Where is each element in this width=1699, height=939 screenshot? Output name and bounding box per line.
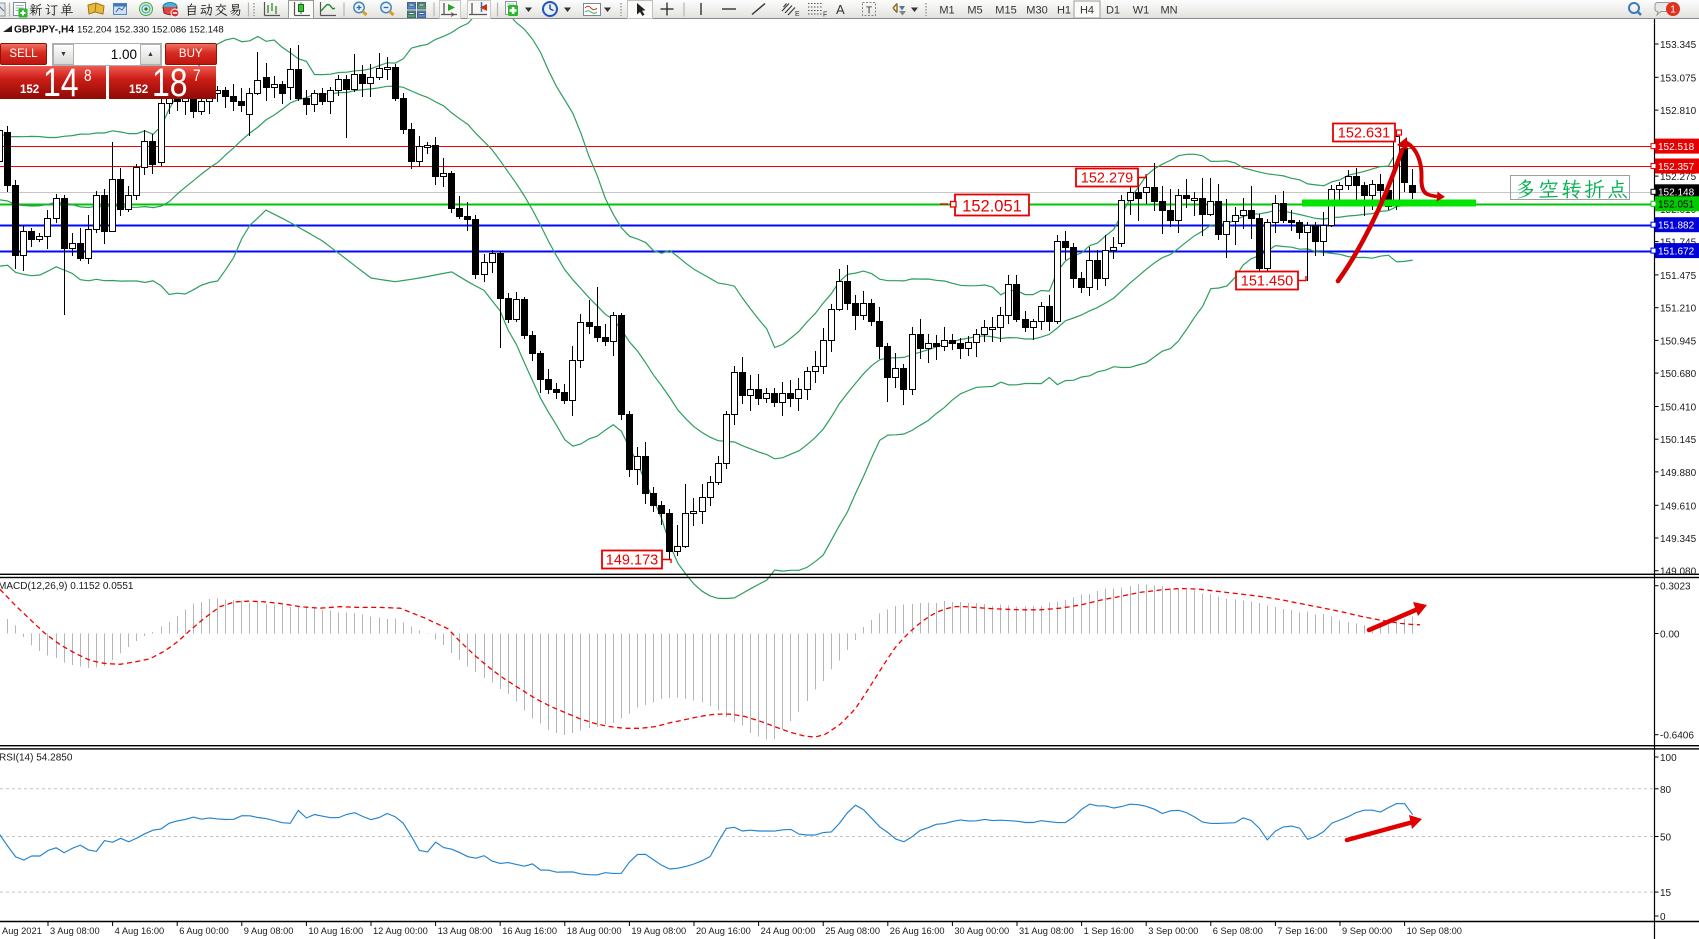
svg-text:0.3023: 0.3023: [1660, 582, 1691, 593]
svg-text:W1: W1: [1133, 5, 1150, 17]
svg-text:153.075: 153.075: [1660, 73, 1697, 84]
svg-text:15: 15: [1660, 888, 1672, 899]
svg-text:18 Aug 00:00: 18 Aug 00:00: [567, 926, 622, 936]
svg-text:151.672: 151.672: [1658, 246, 1695, 257]
svg-text:153.345: 153.345: [1660, 40, 1697, 51]
svg-text:MACD(12,26,9) 0.1152 0.0551: MACD(12,26,9) 0.1152 0.0551: [0, 581, 134, 592]
svg-text:152.518: 152.518: [1658, 142, 1695, 153]
svg-text:149.080: 149.080: [1660, 567, 1697, 578]
svg-text:M5: M5: [967, 5, 982, 17]
svg-text:31 Aug 08:00: 31 Aug 08:00: [1019, 926, 1074, 936]
svg-text:24 Aug 00:00: 24 Aug 00:00: [761, 926, 816, 936]
svg-text:150.680: 150.680: [1660, 369, 1697, 380]
svg-text:152.148: 152.148: [1658, 188, 1695, 199]
svg-text:E: E: [795, 11, 800, 18]
svg-text:4 Aug 16:00: 4 Aug 16:00: [115, 926, 165, 936]
svg-text:152.357: 152.357: [1658, 162, 1695, 173]
svg-text:149.610: 149.610: [1660, 501, 1697, 512]
svg-text:3 Aug 08:00: 3 Aug 08:00: [50, 926, 100, 936]
svg-text:152.275: 152.275: [1660, 172, 1697, 183]
svg-text:16 Aug 16:00: 16 Aug 16:00: [502, 926, 557, 936]
svg-text:3 Sep 00:00: 3 Sep 00:00: [1148, 926, 1198, 936]
svg-text:H1: H1: [1057, 5, 1071, 17]
svg-text:M15: M15: [995, 5, 1016, 17]
svg-text:149.345: 149.345: [1660, 534, 1697, 545]
svg-text:13 Aug 08:00: 13 Aug 08:00: [438, 926, 493, 936]
svg-text:6 Aug 00:00: 6 Aug 00:00: [179, 926, 229, 936]
svg-text:-0.6406: -0.6406: [1660, 731, 1694, 742]
svg-text:19 Aug 08:00: 19 Aug 08:00: [631, 926, 686, 936]
svg-text:7 Sep 16:00: 7 Sep 16:00: [1277, 926, 1327, 936]
svg-text:25 Aug 08:00: 25 Aug 08:00: [825, 926, 880, 936]
svg-text:9 Sep 00:00: 9 Sep 00:00: [1342, 926, 1392, 936]
svg-text:M1: M1: [939, 5, 954, 17]
svg-text:151.475: 151.475: [1660, 271, 1697, 282]
svg-text:12 Aug 00:00: 12 Aug 00:00: [373, 926, 428, 936]
svg-text:100: 100: [1660, 753, 1677, 764]
svg-text:150.945: 150.945: [1660, 336, 1697, 347]
svg-text:26 Aug 16:00: 26 Aug 16:00: [890, 926, 945, 936]
svg-text:151.450: 151.450: [1241, 274, 1293, 290]
svg-text:0.00: 0.00: [1660, 630, 1680, 641]
svg-text:151.882: 151.882: [1658, 220, 1695, 231]
svg-text:F: F: [823, 12, 827, 19]
svg-text:149.880: 149.880: [1660, 468, 1697, 479]
svg-text:149.173: 149.173: [606, 553, 658, 569]
svg-text:RSI(14) 54.2850: RSI(14) 54.2850: [0, 753, 73, 764]
svg-text:6 Sep 08:00: 6 Sep 08:00: [1213, 926, 1263, 936]
svg-text:1: 1: [1670, 5, 1676, 16]
svg-text:30 Aug 00:00: 30 Aug 00:00: [954, 926, 1009, 936]
svg-text:152.051: 152.051: [962, 198, 1022, 216]
svg-text:A: A: [836, 2, 845, 17]
svg-text:20 Aug 16:00: 20 Aug 16:00: [696, 926, 751, 936]
svg-text:80: 80: [1660, 785, 1672, 796]
svg-text:152.051: 152.051: [1658, 200, 1695, 211]
svg-text:T: T: [866, 6, 872, 17]
svg-text:151.210: 151.210: [1660, 304, 1697, 315]
svg-text:152.204 152.330 152.086 152.14: 152.204 152.330 152.086 152.148: [77, 25, 224, 36]
svg-text:10 Sep 08:00: 10 Sep 08:00: [1407, 926, 1462, 936]
svg-text:1 Sep 16:00: 1 Sep 16:00: [1084, 926, 1134, 936]
svg-text:150.145: 150.145: [1660, 435, 1697, 446]
svg-text:10 Aug 16:00: 10 Aug 16:00: [308, 926, 363, 936]
svg-text:GBPJPY-,H4: GBPJPY-,H4: [14, 25, 74, 36]
svg-text:152.810: 152.810: [1660, 106, 1697, 117]
svg-text:9 Aug 08:00: 9 Aug 08:00: [244, 926, 294, 936]
svg-text:152.631: 152.631: [1338, 126, 1390, 142]
svg-text:Aug 2021: Aug 2021: [2, 926, 42, 936]
svg-text:MN: MN: [1160, 5, 1177, 17]
svg-text:D1: D1: [1106, 5, 1120, 17]
svg-text:0: 0: [1660, 912, 1666, 923]
svg-text:50: 50: [1660, 833, 1672, 844]
svg-text:150.410: 150.410: [1660, 402, 1697, 413]
svg-text:M30: M30: [1026, 5, 1047, 17]
svg-text:H4: H4: [1080, 5, 1094, 17]
svg-text:152.279: 152.279: [1081, 171, 1133, 187]
